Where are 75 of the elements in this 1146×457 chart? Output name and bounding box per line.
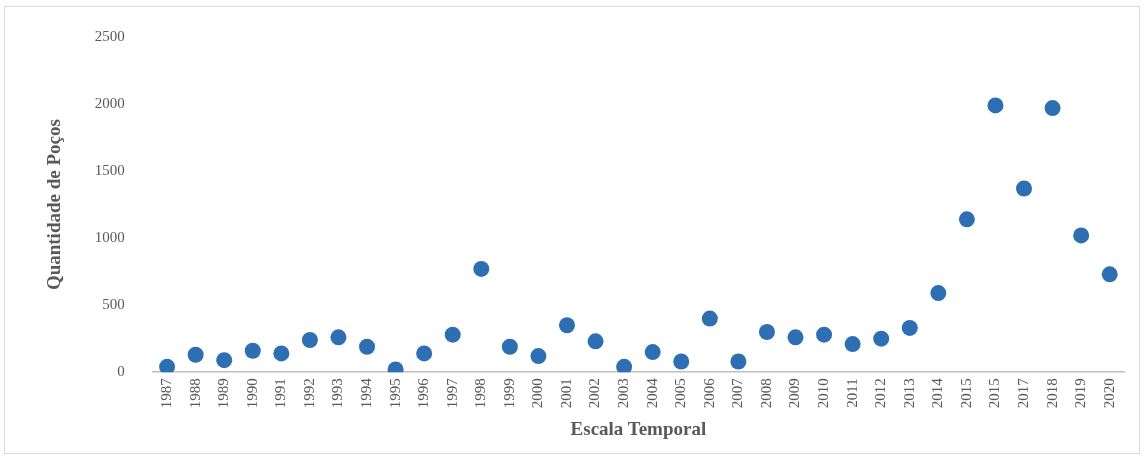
point (244, 342, 261, 359)
point (416, 345, 433, 362)
x-tick-label: 1998 (472, 378, 489, 409)
x-tick-label: 2012 (872, 378, 889, 409)
point (758, 323, 775, 340)
x-tick-label: 2002 (586, 378, 603, 409)
point (501, 338, 518, 355)
x-tick-label: 2001 (557, 378, 574, 409)
point (844, 336, 861, 353)
point (473, 260, 490, 277)
point (1073, 227, 1090, 244)
x-tick-label: 2004 (643, 377, 660, 409)
x-tick-label: 2000 (529, 378, 546, 409)
y-tick-label: 2500 (94, 27, 125, 44)
x-tick-label: 2005 (672, 378, 689, 409)
point (701, 310, 718, 327)
y-tick-label: 2000 (94, 94, 125, 111)
point (958, 211, 975, 228)
x-tick-label: 1989 (215, 378, 232, 409)
x-tick-label: 2008 (757, 378, 774, 409)
x-tick-label: 2011 (843, 378, 860, 408)
x-tick-label: 2006 (700, 377, 717, 409)
point (644, 344, 661, 361)
x-tick-label: 1990 (243, 378, 260, 409)
point (216, 352, 233, 369)
x-tick-label: 1987 (158, 377, 175, 409)
x-tick-label: 1999 (500, 378, 517, 409)
point (1101, 266, 1118, 283)
point (587, 333, 604, 350)
x-tick-label: 1996 (415, 377, 432, 409)
point (787, 329, 804, 346)
point (558, 317, 575, 334)
y-tick-label: 1500 (94, 162, 125, 179)
point (673, 353, 690, 370)
y-tick-label: 1000 (94, 229, 125, 246)
y-axis-title: Quantidade de Poços (43, 119, 65, 291)
point (987, 97, 1004, 114)
x-tick-label: 2019 (1072, 378, 1089, 409)
x-tick-label: 2014 (929, 377, 946, 409)
x-tick-label: 2007 (729, 377, 746, 409)
x-tick-label: 2009 (786, 378, 803, 409)
x-tick-label: 1997 (443, 377, 460, 409)
point (301, 332, 318, 349)
x-tick-label: 2020 (1100, 378, 1117, 409)
x-tick-label: 2013 (900, 378, 917, 409)
x-axis-title: Escala Temporal (570, 417, 707, 439)
x-tick-label: 1994 (357, 377, 374, 409)
point (359, 338, 376, 355)
x-tick-label: 1992 (300, 378, 317, 409)
y-tick-label: 0 (117, 363, 125, 380)
point (930, 285, 947, 302)
x-tick-label: 2018 (1043, 378, 1060, 409)
x-tick-label: 2003 (615, 378, 632, 409)
x-tick-label: 2015 (986, 378, 1003, 409)
x-tick-label: 1995 (386, 378, 403, 409)
y-tick-label: 500 (102, 296, 125, 313)
point (616, 358, 633, 373)
point (330, 329, 347, 346)
point (1044, 100, 1061, 117)
x-tick-label: 2010 (815, 378, 832, 409)
point (901, 319, 918, 336)
point (816, 326, 833, 343)
point (530, 348, 547, 365)
point (273, 345, 290, 362)
point (1016, 180, 1033, 197)
x-tick-label: 1991 (272, 378, 289, 409)
point (444, 326, 461, 343)
point (159, 358, 176, 373)
x-tick-label: 1993 (329, 378, 346, 409)
x-tick-label: 1988 (186, 378, 203, 409)
point (187, 346, 204, 363)
x-tick-label: 2015 (957, 378, 974, 409)
point (873, 330, 890, 347)
point (730, 353, 747, 370)
x-tick-label: 2017 (1014, 377, 1031, 409)
